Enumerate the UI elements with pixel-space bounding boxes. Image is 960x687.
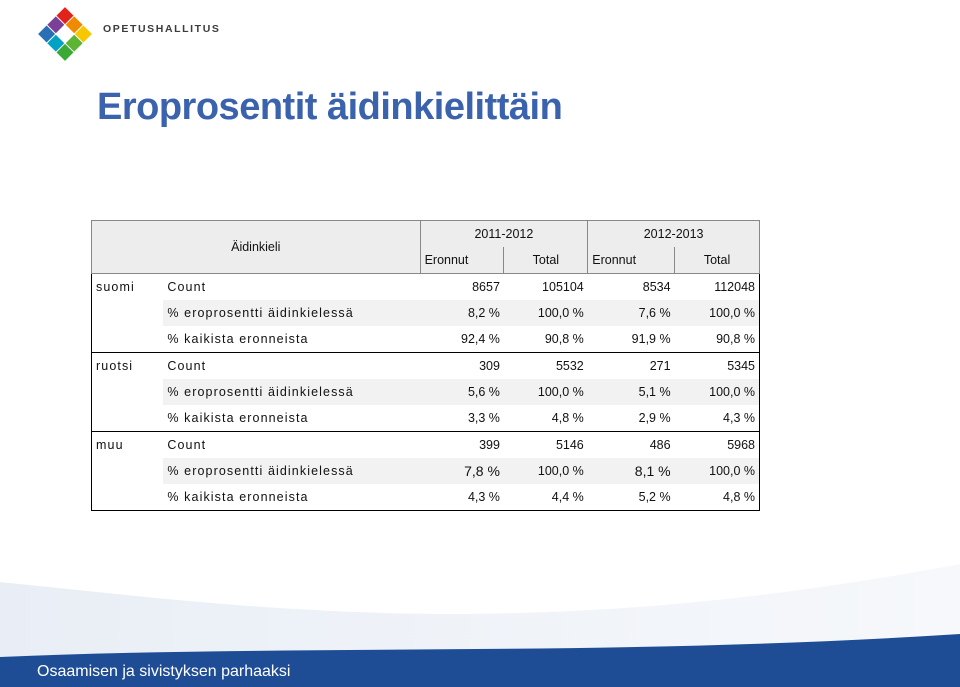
cell-value: 8657	[420, 273, 504, 300]
row-label: Count	[163, 431, 421, 458]
table-row: muu Count 399 5146 486 5968	[91, 431, 760, 511]
period-header: 2011-2012	[419, 220, 589, 247]
cell-value: 5146	[503, 431, 588, 458]
cell-value: 105104	[503, 273, 588, 300]
cell-value: 309	[420, 352, 504, 379]
cell-value: 100,0 %	[503, 300, 588, 326]
cell-value: 91,9 %	[631, 332, 671, 346]
cell-value: 7,8 %	[420, 458, 504, 484]
table-row: % eroprosentti äidinkielessä 5,6 % 100,0…	[92, 379, 760, 405]
row-label: % eroprosentti äidinkielessä	[163, 300, 421, 326]
cell-value: 90,8 %	[716, 332, 755, 346]
cell-value: 5,2 %	[638, 490, 671, 504]
cell-value: 100,0 %	[503, 379, 588, 405]
cell-value: 100,0 %	[674, 458, 760, 484]
table-row: % eroprosentti äidinkielessä 7,8 % 100,0…	[92, 458, 760, 484]
row-label: % kaikista eronneista	[167, 490, 309, 504]
cell-value: 5345	[674, 352, 760, 379]
group-label: suomi	[91, 273, 164, 353]
footer-wave	[0, 564, 960, 687]
cell-value: 399	[420, 431, 504, 458]
group-label: ruotsi	[91, 352, 164, 432]
cell-value: 5,6 %	[420, 379, 504, 405]
table-row: % kaikista eronneista 3,3 % 4,8 % 2,9 % …	[92, 405, 760, 432]
page-title: Eroprosentit äidinkielittäin	[97, 86, 563, 128]
cell-value: 112048	[674, 273, 760, 300]
cell-value: 5532	[503, 352, 588, 379]
cell-value: 8,2 %	[420, 300, 504, 326]
cell-value: 100,0 %	[674, 379, 760, 405]
header-row-periods: Äidinkieli 2011-2012 2012-2013	[91, 220, 760, 274]
subheader: Total	[503, 247, 589, 274]
table-row: % eroprosentti äidinkielessä 8,2 % 100,0…	[92, 300, 760, 326]
cell-value: 4,3 %	[723, 411, 755, 425]
row-label: % eroprosentti äidinkielessä	[163, 458, 421, 484]
cell-value: 4,8 %	[723, 490, 755, 504]
subheader: Eronnut	[587, 247, 676, 274]
dropout-table: Äidinkieli 2011-2012 2012-2013 Eronnut T…	[91, 220, 760, 511]
cell-value: 100,0 %	[674, 300, 760, 326]
row-label: Count	[163, 352, 421, 379]
cell-value: 7,6 %	[587, 300, 675, 326]
cell-value: 92,4 %	[461, 332, 500, 346]
cell-value: 8534	[587, 273, 675, 300]
cell-value: 90,8 %	[544, 332, 584, 346]
opetushallitus-logo-icon	[38, 7, 92, 61]
cell-value: 5,1 %	[587, 379, 675, 405]
cell-value: 8,1 %	[587, 458, 675, 484]
row-label: Count	[163, 273, 421, 300]
row-label: % kaikista eronneista	[167, 411, 309, 425]
table-row: ruotsi Count 309 5532 271 5345	[91, 352, 760, 432]
cell-value: 5968	[674, 431, 760, 458]
corner-label: Äidinkieli	[91, 220, 421, 274]
table-row: % kaikista eronneista 4,3 % 4,4 % 5,2 % …	[92, 484, 760, 511]
cell-value: 4,3 %	[467, 490, 500, 504]
table-row: % kaikista eronneista 92,4 % 90,8 % 91,9…	[92, 326, 760, 353]
brand-name: OPETUSHALLITUS	[103, 23, 221, 35]
cell-value: 271	[587, 352, 675, 379]
subheader: Eronnut	[419, 247, 505, 274]
table-row: suomi Count 8657 105104 8534 112048	[91, 273, 760, 353]
cell-value: 4,8 %	[551, 411, 584, 425]
footer-slogan: Osaamisen ja sivistyksen parhaaksi	[37, 663, 291, 680]
cell-value: 2,9 %	[638, 411, 671, 425]
cell-value: 486	[587, 431, 675, 458]
cell-value: 100,0 %	[503, 458, 588, 484]
cell-value: 3,3 %	[467, 411, 500, 425]
period-header: 2012-2013	[587, 220, 760, 247]
row-label: % kaikista eronneista	[167, 332, 309, 346]
subheader: Total	[674, 247, 760, 274]
group-label: muu	[91, 431, 164, 511]
cell-value: 4,4 %	[551, 490, 584, 504]
row-label: % eroprosentti äidinkielessä	[163, 379, 421, 405]
